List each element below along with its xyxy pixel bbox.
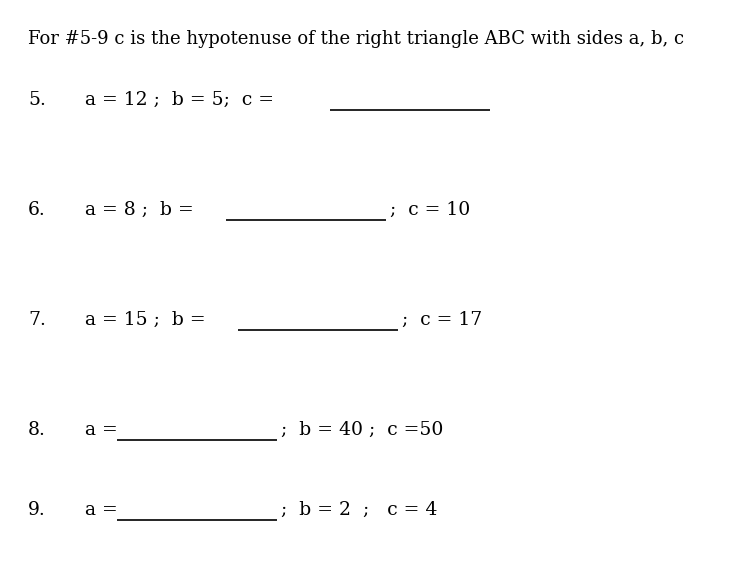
Text: ;  b = 40 ;  c =50: ; b = 40 ; c =50 (281, 421, 444, 439)
Text: a =: a = (85, 501, 118, 519)
Text: 7.: 7. (28, 311, 46, 329)
Text: 9.: 9. (28, 501, 46, 519)
Text: 6.: 6. (28, 201, 46, 219)
Text: ;  c = 17: ; c = 17 (402, 311, 482, 329)
Text: ;  c = 10: ; c = 10 (390, 201, 470, 219)
Text: a = 12 ;  b = 5;  c =: a = 12 ; b = 5; c = (85, 91, 280, 109)
Text: ;  b = 2  ;   c = 4: ; b = 2 ; c = 4 (281, 501, 437, 519)
Text: a =: a = (85, 421, 118, 439)
Text: 5.: 5. (28, 91, 46, 109)
Text: a = 8 ;  b =: a = 8 ; b = (85, 201, 194, 219)
Text: a = 15 ;  b =: a = 15 ; b = (85, 311, 205, 329)
Text: 8.: 8. (28, 421, 46, 439)
Text: For #5-9 c is the hypotenuse of the right triangle ABC with sides a, b, c: For #5-9 c is the hypotenuse of the righ… (28, 30, 684, 48)
